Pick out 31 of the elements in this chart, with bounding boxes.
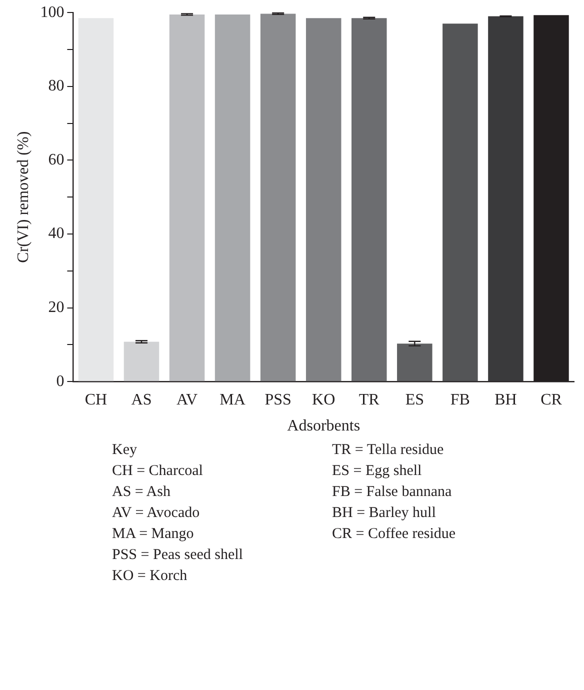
text: ES = Egg shell: [332, 462, 423, 481]
x-tick-label: CR: [540, 391, 562, 408]
x-tick-label: KO: [312, 391, 336, 408]
y-tick-label: 0: [56, 372, 64, 390]
text: AV = Avocado: [112, 504, 201, 523]
y-tick-label: 20: [48, 299, 64, 316]
text: BH = Barley hull: [332, 504, 437, 523]
x-tick-label: ES: [405, 391, 424, 408]
x-tick-label: FB: [450, 391, 470, 408]
x-tick-label: BH: [494, 391, 518, 408]
x-tick-label: AS: [131, 391, 152, 408]
text: CH = Charcoal: [112, 462, 204, 481]
y-tick-label: 100: [40, 4, 64, 21]
x-tick-label: PSS: [264, 391, 292, 408]
x-axis-title: Adsorbents: [287, 418, 360, 435]
x-tick-label: CH: [84, 391, 108, 408]
x-tick-label: MA: [220, 391, 246, 408]
y-tick-label: 60: [48, 151, 64, 168]
x-tick-label: AV: [176, 391, 198, 408]
x-tick-label: TR: [358, 391, 380, 408]
text: CR = Coffee residue: [332, 525, 457, 544]
y-tick-label: 80: [48, 78, 64, 95]
text: KO = Korch: [112, 567, 188, 586]
text: Key: [112, 441, 138, 460]
text: FB = False bannana: [332, 483, 453, 502]
text: AS = Ash: [112, 483, 172, 502]
text: TR = Tella residue: [332, 441, 445, 460]
text: MA = Mango: [112, 525, 195, 544]
y-axis-title: Cr(VI) removed (%): [14, 131, 32, 263]
y-tick-label: 40: [48, 225, 64, 242]
text: PSS = Peas seed shell: [112, 546, 244, 565]
